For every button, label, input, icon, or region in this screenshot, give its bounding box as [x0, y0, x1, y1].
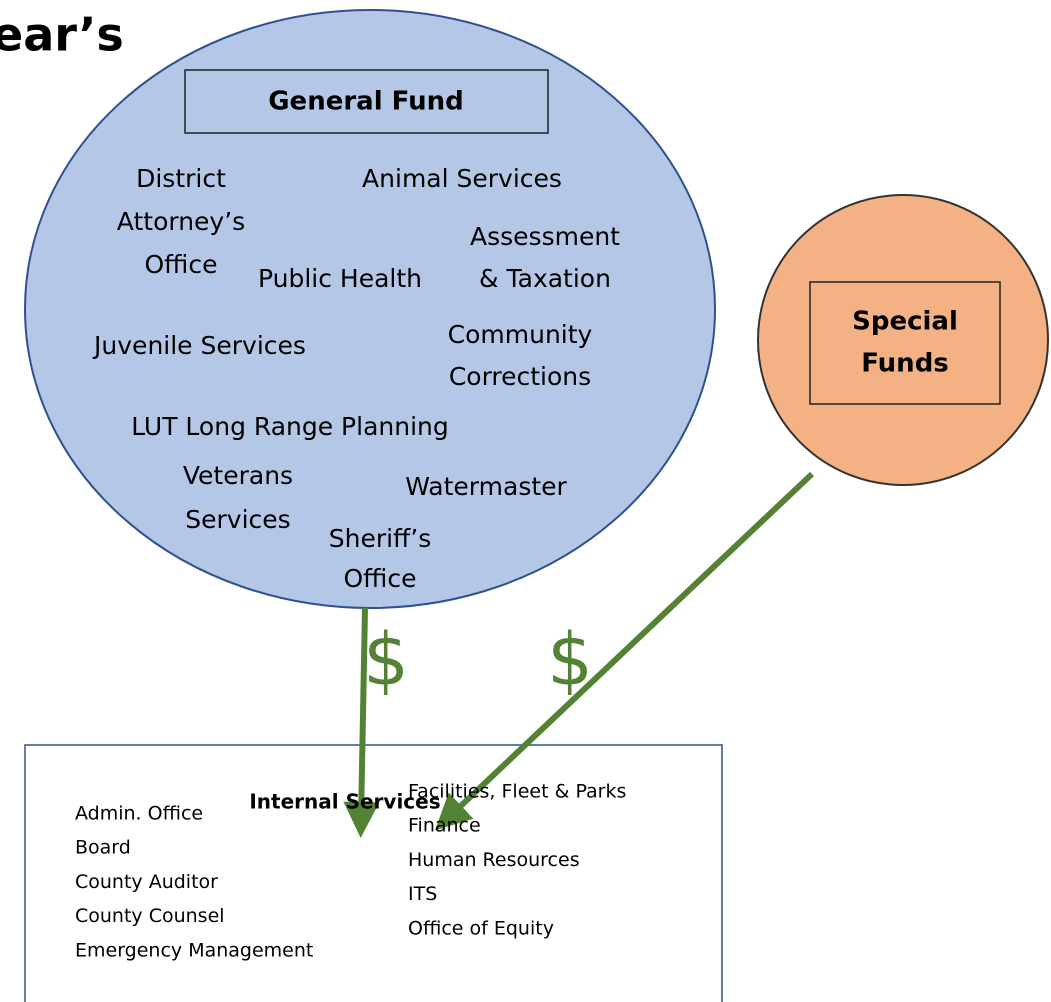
- internal-services-title: Internal Services: [249, 790, 440, 814]
- department-label: LUT Long Range Planning: [131, 412, 449, 441]
- department-label: Services: [185, 505, 290, 534]
- department-label: Sheriff’s: [329, 524, 432, 553]
- internal-service: Admin. Office: [75, 803, 203, 825]
- general-fund-box: [184, 69, 549, 134]
- department-label: Veterans: [183, 461, 293, 490]
- internal-service: Emergency Management: [75, 939, 313, 961]
- special-funds-label: Funds: [861, 349, 949, 379]
- department-label: District: [136, 164, 226, 193]
- internal-service: County Auditor: [75, 871, 218, 893]
- internal-service: Human Resources: [408, 849, 580, 871]
- general-fund-label: General Fund: [268, 87, 464, 117]
- internal-service: ITS: [408, 883, 437, 905]
- department-label: Community: [448, 320, 593, 349]
- department-label: Assessment: [470, 222, 620, 251]
- departments: District Attorney’s Office Animal Services A…: [92, 164, 620, 593]
- department-label: Public Health: [258, 264, 422, 293]
- internal-service: Facilities, Fleet & Parks: [408, 781, 626, 803]
- department-label: Animal Services: [362, 164, 562, 193]
- internal-service: Finance: [408, 815, 481, 837]
- internal-service: Office of Equity: [408, 917, 554, 939]
- department-label: Juvenile Services: [92, 331, 306, 360]
- internal-service: Board: [75, 837, 131, 859]
- internal-service: County Counsel: [75, 905, 225, 927]
- department-label: Office: [344, 564, 417, 593]
- dollar-sign: $: [547, 618, 593, 702]
- internal-services-box: [24, 744, 723, 1002]
- department-label: Office: [145, 250, 218, 279]
- department-label: Corrections: [449, 362, 591, 391]
- flow-arrow: [434, 471, 815, 831]
- department-label: Attorney’s: [117, 207, 245, 236]
- special-funds-label: Special: [852, 307, 958, 337]
- general-fund-circle: [24, 9, 716, 609]
- department-label: & Taxation: [479, 264, 611, 293]
- slide-title: ear’s: [0, 8, 124, 62]
- department-label: Watermaster: [405, 472, 567, 501]
- flow-arrow: [343, 607, 380, 838]
- special-funds-box: [809, 281, 1001, 405]
- dollar-sign: $: [363, 618, 409, 702]
